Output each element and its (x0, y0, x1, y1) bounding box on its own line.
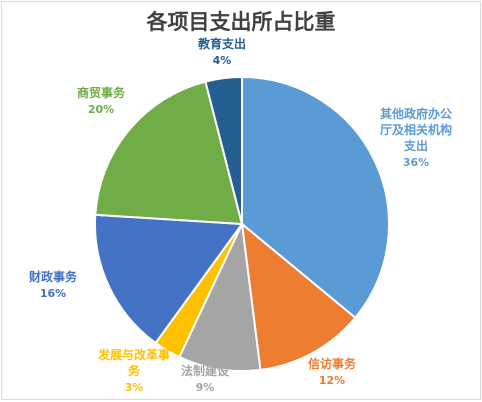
pie-slice-2 (178, 220, 262, 372)
slice-label-1: 信访事务 12% (308, 356, 357, 387)
pie-slice-1 (240, 221, 357, 371)
slice-label-4: 财政事务 16% (28, 269, 78, 300)
slice-label-6: 教育支出 4% (197, 36, 246, 67)
slice-percent-label: 9% (196, 381, 215, 394)
slice-label-2: 法制建设 9% (181, 363, 230, 394)
slice-percent-label: 3% (125, 381, 144, 394)
slice-label-text: 教育支出 (197, 36, 246, 51)
slice-label-text: 厅及相关机构 (380, 122, 452, 137)
pie-slice-4 (94, 213, 244, 345)
slice-label-text: 法制建设 (181, 363, 230, 378)
slice-percent-label: 16% (40, 287, 66, 300)
slice-label-text: 务 (128, 363, 141, 378)
slice-label-5: 商贸事务 20% (77, 85, 126, 116)
slice-label-text: 商贸事务 (77, 85, 126, 100)
slice-percent-label: 12% (319, 374, 345, 387)
slice-percent-label: 20% (88, 103, 114, 116)
slice-percent-label: 36% (403, 156, 429, 169)
slice-label-text: 其他政府办公 (380, 106, 452, 121)
pie-slice-0 (241, 75, 391, 320)
slice-label-text: 支出 (403, 138, 428, 153)
pie-slice-6 (204, 75, 243, 225)
pie-slice-5 (94, 80, 244, 226)
slice-percent-label: 4% (213, 54, 232, 67)
slice-label-text: 信访事务 (308, 356, 357, 371)
slice-label-text: 财政事务 (28, 269, 78, 284)
slice-label-text: 发展与改革事 (97, 347, 170, 362)
chart-title: 各项目支出所占比重 (146, 10, 336, 34)
